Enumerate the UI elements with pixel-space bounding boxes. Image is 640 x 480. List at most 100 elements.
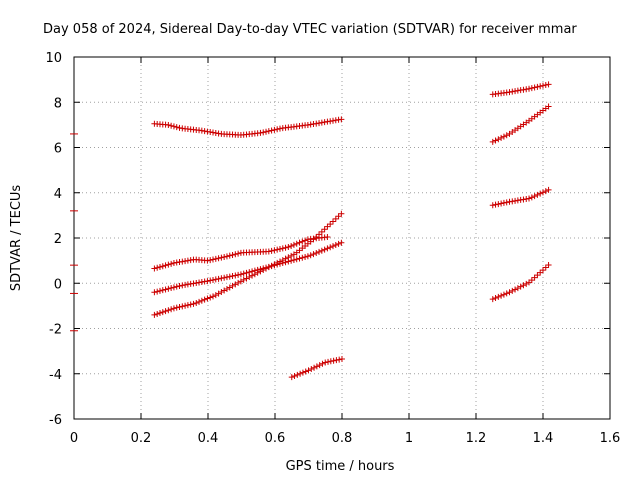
series-track-a (151, 116, 345, 139)
data-point (268, 127, 275, 134)
data-point (338, 210, 345, 217)
data-point (329, 218, 336, 225)
data-point (500, 291, 507, 298)
data-point (318, 228, 325, 235)
data-point (218, 254, 225, 261)
x-tick-label: 0 (70, 431, 78, 446)
data-point (498, 292, 505, 299)
y-tick-label: 10 (45, 51, 62, 66)
data-point (204, 278, 211, 285)
series-track-g (489, 103, 552, 145)
data-point (297, 370, 304, 377)
data-point (327, 244, 334, 251)
data-point (288, 374, 295, 381)
x-tick-label: 0.6 (265, 431, 286, 446)
data-point (168, 260, 175, 267)
data-point (263, 265, 270, 272)
data-point (294, 371, 301, 378)
data-point (311, 364, 318, 371)
data-point (495, 136, 502, 143)
data-point (151, 311, 158, 318)
data-point (321, 226, 328, 233)
data-point (498, 134, 505, 141)
data-point (495, 293, 502, 300)
data-point (265, 128, 272, 135)
data-point (229, 273, 236, 280)
x-tick-label: 0.2 (131, 431, 152, 446)
data-point (514, 285, 521, 292)
data-point (193, 299, 200, 306)
data-point (168, 285, 175, 292)
data-point (257, 268, 264, 275)
data-point (271, 261, 278, 268)
data-point (156, 287, 163, 294)
data-point (237, 278, 244, 285)
data-point (232, 281, 239, 288)
data-point (165, 261, 172, 268)
data-point (159, 309, 166, 316)
data-point (210, 276, 217, 283)
data-point (260, 129, 267, 136)
data-point (520, 282, 527, 289)
data-point (279, 245, 286, 252)
data-point (539, 189, 546, 196)
data-point (212, 255, 219, 262)
data-point (204, 295, 211, 302)
data-point (268, 262, 275, 269)
data-point (319, 360, 326, 367)
series-track-i (489, 262, 552, 303)
data-point (512, 286, 519, 293)
data-point (517, 283, 524, 290)
data-point (279, 257, 286, 264)
data-point (296, 239, 303, 246)
x-axis-label: GPS time / hours (286, 459, 395, 474)
data-point (282, 244, 289, 251)
data-point (537, 269, 544, 276)
data-point (168, 122, 175, 129)
data-point (498, 200, 505, 207)
data-point (226, 284, 233, 291)
data-point (528, 85, 535, 92)
data-point (159, 287, 166, 294)
data-point (539, 82, 546, 89)
data-point (338, 356, 345, 363)
data-point (545, 262, 552, 269)
x-tick-label: 0.4 (198, 431, 219, 446)
series-track-f (489, 81, 552, 98)
data-marks (70, 81, 552, 381)
data-point (316, 362, 323, 369)
axis-ticks: 0 0.2 0.4 0.6 0.8 1 1.2 1.4 1.6 -6 -4 -2 0 2 4 6 8 10 (45, 51, 620, 446)
data-point (288, 252, 295, 259)
data-point (229, 251, 236, 258)
data-point (232, 251, 239, 258)
data-point (537, 83, 544, 90)
data-point (276, 245, 283, 252)
data-point (302, 368, 309, 375)
series-track-h (489, 186, 552, 209)
data-point (212, 276, 219, 283)
data-point (176, 282, 183, 289)
data-point (198, 297, 205, 304)
data-point (176, 304, 183, 311)
data-point (232, 272, 239, 279)
data-point (165, 307, 172, 314)
data-point (542, 82, 549, 89)
data-point (274, 246, 281, 253)
data-point (313, 363, 320, 370)
y-axis-label: SDTVAR / TECUs (9, 185, 24, 292)
data-point (329, 243, 336, 250)
data-point (528, 277, 535, 284)
data-point (492, 294, 499, 301)
data-point (338, 239, 345, 246)
data-point (307, 252, 314, 259)
data-point (534, 191, 541, 198)
data-point (201, 296, 208, 303)
data-point (243, 269, 250, 276)
grid-lines (74, 57, 610, 419)
data-point (223, 285, 230, 292)
data-point (170, 305, 177, 312)
data-point (495, 201, 502, 208)
data-point (235, 279, 242, 286)
data-point (531, 84, 538, 91)
data-point (324, 234, 331, 241)
